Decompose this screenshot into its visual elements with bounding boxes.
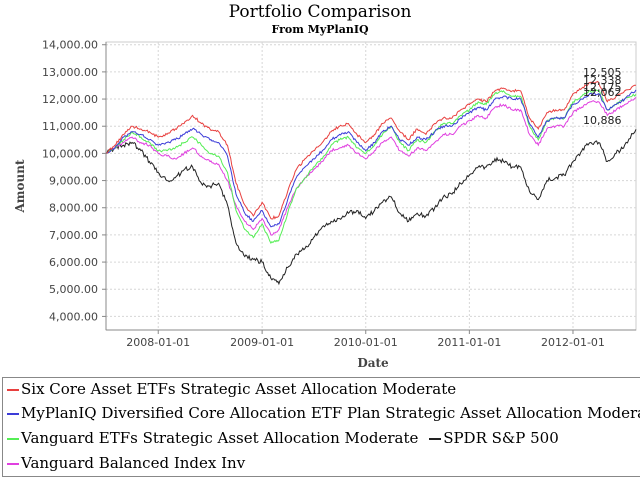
- chart-legend: Six Core Asset ETFs Strategic Asset Allo…: [2, 377, 640, 477]
- chart-subtitle: From MyPlanIQ: [271, 23, 369, 36]
- y-tick-label: 4,000.00: [49, 310, 98, 323]
- y-tick-label: 12,000.00: [42, 93, 98, 106]
- plot-area: [105, 41, 637, 331]
- legend-swatch-green: [7, 438, 19, 440]
- y-tick-label: 9,000.00: [49, 175, 98, 188]
- series-line-1: [105, 89, 637, 228]
- y-tick-label: 8,000.00: [49, 202, 98, 215]
- y-tick-label: 10,000.00: [42, 147, 98, 160]
- legend-item-myplaniq: MyPlanIQ Diversified Core Allocation ETF…: [7, 402, 640, 424]
- y-tick-label: 5,000.00: [49, 283, 98, 296]
- y-tick-label: 6,000.00: [49, 256, 98, 269]
- legend-item-spdr: SPDR S&P 500: [429, 427, 559, 449]
- legend-label-myplaniq: MyPlanIQ Diversified Core Allocation ETF…: [21, 404, 640, 422]
- end-label-1: 12,338: [583, 74, 622, 87]
- legend-label-vanguard-etfs: Vanguard ETFs Strategic Asset Allocation…: [21, 429, 419, 447]
- legend-label-six-core: Six Core Asset ETFs Strategic Asset Allo…: [21, 380, 457, 398]
- legend-swatch-black: [429, 438, 442, 440]
- legend-item-vanguard-etfs: Vanguard ETFs Strategic Asset Allocation…: [7, 427, 418, 449]
- legend-label-vanguard-balanced: Vanguard Balanced Index Inv: [21, 454, 246, 472]
- y-tick-label: 13,000.00: [42, 66, 98, 79]
- x-tick-label: 2010-01-01: [334, 336, 398, 349]
- end-label-4: 10,886: [583, 114, 622, 127]
- end-label-3: 12,062: [583, 86, 622, 99]
- series-line-4: [105, 129, 637, 286]
- y-tick-label: 7,000.00: [49, 229, 98, 242]
- x-tick-label: 2009-01-01: [230, 336, 294, 349]
- end-label-0: 12,505: [583, 66, 622, 79]
- end-label-2: 12,175: [583, 81, 622, 94]
- y-axis-label: Amount: [13, 159, 27, 213]
- legend-row-4: Vanguard Balanced Index Inv: [7, 452, 245, 474]
- series-lines: [105, 80, 637, 286]
- x-axis-ticks: 2008-01-01 2009-01-01 2010-01-01 2011-01-01…: [126, 330, 605, 349]
- x-tick-label: 2011-01-01: [437, 336, 501, 349]
- series-line-3: [105, 97, 637, 236]
- legend-item-six-core: Six Core Asset ETFs Strategic Asset Allo…: [7, 378, 456, 400]
- legend-item-vanguard-balanced: Vanguard Balanced Index Inv: [7, 452, 245, 474]
- x-axis-label: Date: [357, 356, 389, 370]
- legend-row-2: MyPlanIQ Diversified Core Allocation ETF…: [7, 402, 640, 424]
- legend-label-spdr: SPDR S&P 500: [443, 429, 559, 447]
- series-line-0: [105, 80, 636, 220]
- legend-row-3: Vanguard ETFs Strategic Asset Allocation…: [7, 427, 559, 449]
- legend-row-1: Six Core Asset ETFs Strategic Asset Allo…: [7, 378, 456, 400]
- y-tick-label: 11,000.00: [42, 120, 98, 133]
- y-axis-ticks: 4,000.00 5,000.00 6,000.00 7,000.00 8,000.00…: [42, 39, 106, 323]
- x-tick-label: 2008-01-01: [126, 336, 190, 349]
- legend-swatch-blue: [7, 413, 19, 415]
- y-tick-label: 14,000.00: [42, 39, 98, 52]
- chart-title: Portfolio Comparison: [229, 2, 412, 22]
- x-tick-label: 2012-01-01: [541, 336, 605, 349]
- legend-swatch-red: [7, 389, 19, 391]
- legend-swatch-magenta: [7, 463, 19, 465]
